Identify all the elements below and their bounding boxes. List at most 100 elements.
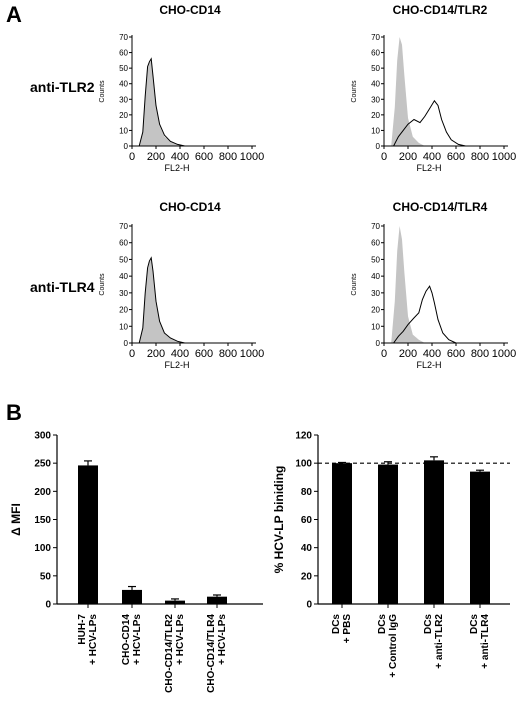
bar-category-label-line: + HCV-LPs bbox=[132, 614, 143, 665]
bar-category-label-line: DCs bbox=[423, 614, 434, 634]
row-label-tlr4: anti-TLR4 bbox=[30, 279, 95, 295]
histogram-x-tick-label: 200 bbox=[399, 151, 417, 163]
histogram-cho-cd14-tlr2: CHO-CD14 0 10 20 30 40 50 60 70 0 200 400 600 800 1000… bbox=[99, 3, 264, 173]
histogram-y-tick-label: 60 bbox=[119, 239, 128, 248]
histogram-cho-cd14-tlr4: CHO-CD14 0 10 20 30 40 50 60 70 0 200 400 600 800 1000… bbox=[99, 200, 264, 370]
histogram-y-tick-label: 30 bbox=[119, 289, 128, 298]
histogram-x-axis-label: FL2-H bbox=[416, 163, 441, 173]
histogram-x-tick-label: 600 bbox=[447, 348, 465, 360]
histogram-y-tick-label: 70 bbox=[119, 222, 128, 231]
bar-chart-y-tick-label: 200 bbox=[34, 487, 51, 498]
histogram-y-tick-label: 50 bbox=[371, 64, 380, 73]
histogram-x-tick-label: 400 bbox=[423, 151, 441, 163]
bar-category-label-line: CHO-CD14/TLR4 bbox=[206, 614, 217, 693]
bar bbox=[470, 471, 490, 604]
bar-chart-y-tick-label: 100 bbox=[34, 543, 51, 554]
bar-chart-y-tick-label: 20 bbox=[301, 571, 313, 582]
bar-category-label: CHO-CD14/TLR4+ HCV-LPs bbox=[206, 614, 228, 693]
histogram-y-tick-label: 70 bbox=[371, 33, 380, 42]
histogram-title: CHO-CD14/TLR4 bbox=[393, 200, 488, 214]
bar-chart-y-axis-label: Δ MFI bbox=[9, 503, 23, 536]
histogram-y-tick-label: 60 bbox=[119, 49, 128, 58]
histogram-outline-series bbox=[138, 256, 185, 344]
bar-category-label-line: CHO-CD14/TLR2 bbox=[164, 614, 175, 693]
histogram-y-tick-label: 20 bbox=[119, 306, 128, 315]
histogram-x-axis-label: FL2-H bbox=[164, 360, 189, 370]
histogram-x-tick-label: 600 bbox=[195, 348, 213, 360]
bar-category-label: HUH-7+ HCV-LPs bbox=[77, 614, 99, 665]
histogram-y-tick-label: 70 bbox=[371, 222, 380, 231]
bar-chart-y-tick-label: 80 bbox=[301, 487, 313, 498]
histogram-x-tick-label: 800 bbox=[471, 348, 489, 360]
histogram-x-tick-label: 600 bbox=[447, 151, 465, 163]
panel-label-a: A bbox=[6, 2, 22, 27]
bar-chart-y-tick-label: 0 bbox=[45, 600, 51, 611]
histogram-x-tick-label: 200 bbox=[147, 151, 165, 163]
histogram-title: CHO-CD14/TLR2 bbox=[393, 3, 488, 17]
bar-category-label-line: + anti-TLR2 bbox=[434, 614, 445, 669]
histogram-x-tick-label: 1000 bbox=[492, 151, 516, 163]
histogram-y-tick-label: 40 bbox=[371, 272, 380, 281]
histogram-y-tick-label: 0 bbox=[376, 142, 381, 151]
histogram-y-tick-label: 40 bbox=[371, 80, 380, 89]
bar bbox=[165, 600, 185, 604]
bar-chart-y-tick-label: 0 bbox=[306, 600, 312, 611]
histogram-y-axis-label: Counts bbox=[99, 273, 106, 296]
histogram-outline-series bbox=[393, 285, 457, 344]
histogram-shaded-series bbox=[391, 37, 425, 146]
bar bbox=[78, 465, 98, 604]
bar-chart-y-tick-label: 60 bbox=[301, 515, 313, 526]
histogram-x-tick-label: 0 bbox=[129, 151, 135, 163]
bar bbox=[122, 589, 142, 604]
bar-category-label: CHO-CD14+ HCV-LPs bbox=[121, 614, 143, 666]
histogram-cho-cd14-tlr2-transfected: CHO-CD14/TLR2 0 10 20 30 40 50 60 70 0 200 400 600 80… bbox=[351, 3, 516, 173]
histogram-y-tick-label: 60 bbox=[371, 239, 380, 248]
bar-category-label-line: + HCV-LPs bbox=[88, 614, 99, 665]
histogram-y-axis-label: Counts bbox=[351, 273, 358, 296]
bar-chart-y-tick-label: 120 bbox=[295, 431, 312, 442]
bar bbox=[424, 460, 444, 604]
bar bbox=[207, 596, 227, 604]
histogram-x-tick-label: 200 bbox=[399, 348, 417, 360]
bar-category-label: DCs+ anti-TLR2 bbox=[423, 614, 445, 669]
bar-chart-y-tick-label: 300 bbox=[34, 431, 51, 442]
histogram-x-tick-label: 800 bbox=[219, 151, 237, 163]
histogram-x-tick-label: 0 bbox=[129, 348, 135, 360]
bar-category-label-line: + anti-TLR4 bbox=[480, 614, 491, 669]
bar-category-label-line: HUH-7 bbox=[77, 614, 88, 645]
histogram-x-tick-label: 1000 bbox=[240, 151, 264, 163]
histogram-y-tick-label: 40 bbox=[119, 272, 128, 281]
bar-chart-y-axis-label: % HCV-LP biniding bbox=[272, 466, 286, 574]
histogram-x-axis-label: FL2-H bbox=[164, 163, 189, 173]
bar-chart-y-tick-label: 250 bbox=[34, 459, 51, 470]
bar-category-label-line: + Control IgG bbox=[388, 614, 399, 678]
histogram-x-tick-label: 0 bbox=[381, 348, 387, 360]
histogram-x-tick-label: 600 bbox=[195, 151, 213, 163]
histogram-y-tick-label: 10 bbox=[119, 126, 128, 135]
histogram-shaded-series bbox=[391, 226, 425, 343]
histogram-y-tick-label: 10 bbox=[371, 126, 380, 135]
histogram-x-tick-label: 800 bbox=[471, 151, 489, 163]
histogram-x-tick-label: 400 bbox=[171, 348, 189, 360]
histogram-y-axis-label: Counts bbox=[99, 80, 106, 103]
bar-category-label: DCs+ Control IgG bbox=[377, 614, 399, 678]
histogram-y-tick-label: 20 bbox=[371, 111, 380, 120]
panel-label-b: B bbox=[6, 400, 22, 425]
histogram-y-tick-label: 70 bbox=[119, 33, 128, 42]
histogram-y-tick-label: 30 bbox=[371, 289, 380, 298]
bar-category-label-line: + HCV-LPs bbox=[175, 614, 186, 665]
histogram-shaded-series bbox=[139, 60, 185, 146]
bar-category-label-line: DCs bbox=[469, 614, 480, 634]
histogram-y-tick-label: 20 bbox=[371, 306, 380, 315]
histogram-cho-cd14-tlr4-transfected: CHO-CD14/TLR4 0 10 20 30 40 50 60 70 0 200 400 600 80… bbox=[351, 200, 516, 370]
bar-category-label: DCs+ anti-TLR4 bbox=[469, 614, 491, 669]
histogram-y-tick-label: 20 bbox=[119, 111, 128, 120]
histogram-y-tick-label: 30 bbox=[119, 95, 128, 104]
row-label-tlr2: anti-TLR2 bbox=[30, 79, 95, 95]
bar-category-label-line: CHO-CD14 bbox=[121, 614, 132, 666]
bar bbox=[378, 464, 398, 604]
histogram-y-tick-label: 50 bbox=[119, 255, 128, 264]
